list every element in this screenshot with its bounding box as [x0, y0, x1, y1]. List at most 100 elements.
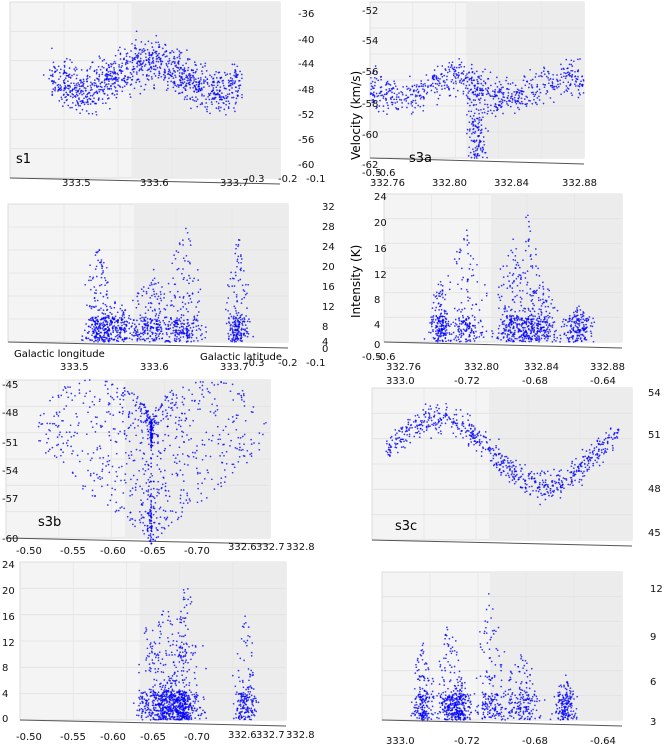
data-point: [176, 317, 178, 319]
data-point: [371, 80, 374, 83]
data-point: [479, 148, 482, 151]
data-point: [201, 103, 204, 105]
data-point: [455, 66, 458, 69]
data-point: [553, 88, 556, 91]
data-point: [482, 147, 484, 149]
data-point: [152, 288, 155, 291]
data-point: [80, 91, 82, 94]
data-point: [588, 316, 591, 318]
data-point: [471, 304, 474, 306]
data-point: [406, 106, 408, 109]
data-point: [194, 78, 197, 81]
data-point: [128, 322, 131, 324]
data-point: [187, 302, 190, 304]
data-point: [149, 322, 152, 325]
data-point: [470, 123, 473, 125]
data-point: [138, 80, 141, 83]
data-point: [135, 81, 137, 84]
data-point: [75, 68, 78, 71]
data-point: [565, 334, 568, 337]
data-point: [55, 411, 58, 414]
data-point: [233, 291, 235, 294]
data-point: [137, 333, 140, 336]
data-point: [235, 97, 238, 100]
data-point: [441, 292, 444, 295]
data-point: [233, 420, 235, 422]
data-point: [146, 329, 149, 332]
data-point: [504, 305, 506, 307]
data-point: [163, 517, 166, 519]
data-point: [174, 296, 177, 299]
data-point: [107, 73, 110, 76]
data-point: [106, 321, 109, 323]
data-point: [517, 317, 520, 320]
data-point: [540, 305, 543, 307]
data-point: [226, 301, 228, 304]
data-point: [220, 477, 223, 479]
data-point: [203, 80, 205, 83]
data-point: [108, 329, 111, 332]
data-point: [511, 335, 513, 338]
data-point: [180, 314, 183, 316]
data-point: [521, 93, 524, 96]
data-point: [182, 336, 185, 338]
data-point: [179, 501, 182, 504]
data-point: [512, 340, 514, 343]
data-point: [221, 80, 224, 82]
data-point: [173, 55, 176, 58]
data-point: [62, 94, 65, 96]
data-point: [240, 394, 243, 397]
z-tick-label: -0.2: [278, 358, 298, 369]
data-point: [432, 336, 435, 339]
panel-label: s1: [16, 152, 31, 167]
data-point: [158, 72, 161, 74]
data-point: [565, 58, 568, 61]
data-point: [156, 464, 159, 466]
data-point: [497, 103, 500, 106]
data-point: [101, 312, 104, 314]
data-point: [88, 406, 91, 408]
data-point: [161, 337, 164, 340]
data-point: [164, 447, 167, 450]
data-point: [155, 58, 158, 60]
data-point: [59, 84, 62, 87]
data-point: [252, 406, 255, 408]
data-point: [119, 58, 122, 60]
data-point: [111, 79, 114, 81]
data-point: [157, 295, 160, 298]
data-point: [144, 510, 147, 513]
data-point: [180, 489, 183, 491]
data-point: [544, 84, 546, 86]
data-point: [226, 73, 229, 76]
data-point: [241, 435, 244, 438]
data-point: [186, 49, 188, 51]
data-point: [379, 86, 382, 89]
data-point: [459, 248, 461, 251]
data-point: [243, 317, 245, 319]
y-tick-label: -52: [362, 6, 378, 17]
data-point: [493, 109, 495, 112]
data-point: [175, 472, 178, 475]
data-point: [103, 88, 106, 91]
data-point: [155, 293, 158, 295]
data-point: [507, 88, 510, 91]
data-point: [236, 91, 239, 93]
data-point: [109, 319, 112, 322]
data-point: [571, 320, 573, 323]
data-point: [89, 89, 92, 92]
data-point: [217, 483, 219, 486]
data-point: [171, 304, 173, 306]
data-point: [115, 80, 117, 82]
data-point: [444, 87, 446, 90]
data-point: [432, 329, 434, 331]
data-point: [74, 66, 77, 69]
scatter-points: [369, 58, 585, 159]
data-point: [240, 261, 242, 264]
data-point: [185, 227, 187, 230]
data-point: [239, 437, 242, 439]
data-point: [499, 89, 502, 91]
data-point: [457, 76, 459, 79]
data-point: [198, 400, 201, 402]
data-point: [527, 327, 530, 330]
data-point: [74, 84, 76, 87]
